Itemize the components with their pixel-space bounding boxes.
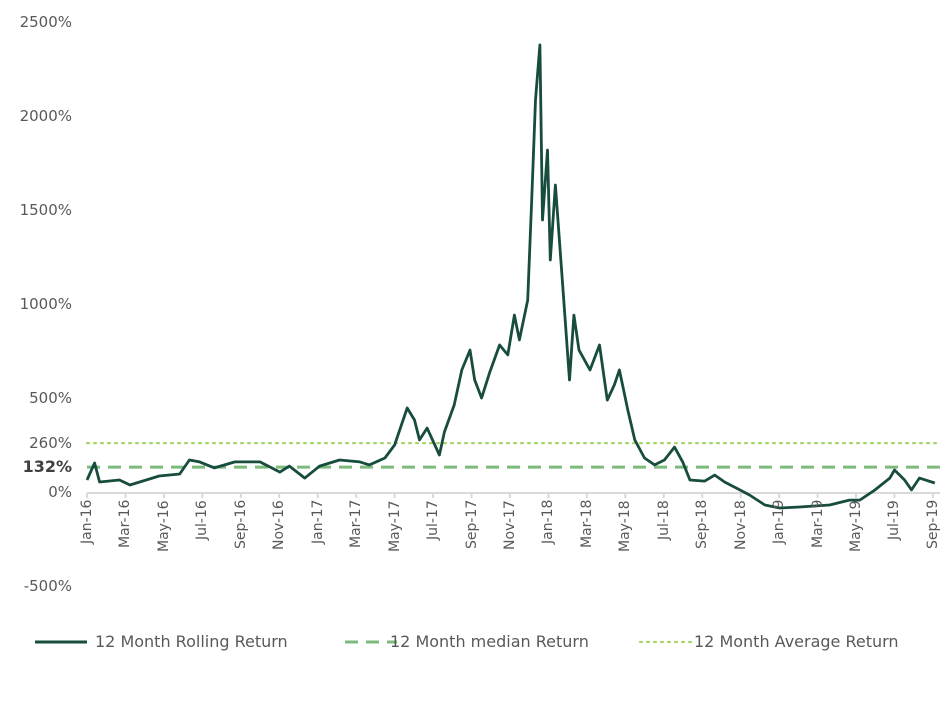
x-tick-label: Jan-17: [310, 500, 326, 545]
x-tick-label: May-16: [156, 500, 172, 552]
x-axis: [86, 492, 940, 498]
x-tick-label: Nov-17: [502, 500, 518, 550]
x-tick-label: Jan-16: [79, 500, 95, 545]
y-tick-label: 0%: [48, 483, 72, 501]
x-tick-label: Mar-18: [579, 500, 595, 549]
x-tick-label: Jul-19: [886, 500, 902, 540]
y-tick-label: 1500%: [19, 201, 72, 219]
x-tick-label: Sep-18: [694, 500, 710, 550]
y-tick-label: -500%: [23, 577, 72, 595]
y-tick-label: 2500%: [19, 13, 72, 31]
x-tick-label: May-18: [617, 500, 633, 552]
x-tick-label: Mar-19: [810, 500, 826, 549]
y-tick-label: 1000%: [19, 295, 72, 313]
x-tick-label: Nov-16: [271, 500, 287, 550]
rolling-return-line: [85, 43, 936, 510]
x-tick-label: Nov-18: [733, 500, 749, 550]
x-tick-label: Jul-16: [194, 500, 210, 540]
y-tick-label: 500%: [29, 389, 72, 407]
x-tick-label: May-17: [387, 500, 403, 552]
y-tick-label: 2000%: [19, 107, 72, 125]
x-tick-label: Sep-17: [464, 500, 480, 550]
reference-lines: [85, 442, 940, 469]
x-tick-label: Sep-16: [233, 500, 249, 550]
x-tick-label: Jul-18: [656, 500, 672, 540]
x-tick-label: Jan-18: [540, 500, 556, 545]
x-tick-label: Sep-19: [925, 500, 940, 550]
x-tick-label: Jul-17: [425, 500, 441, 540]
legend-label: 12 Month Average Return: [694, 632, 899, 651]
y-tick-label: 260%: [29, 434, 72, 452]
legend-label: 12 Month Rolling Return: [95, 632, 288, 651]
x-tick-label: Mar-16: [117, 500, 133, 549]
x-tick-label: May-19: [848, 500, 864, 552]
x-tick-label: Jan-19: [771, 500, 787, 545]
series-lines: [85, 43, 936, 510]
legend-label: 12 Month median Return: [390, 632, 589, 651]
y-tick-label: 132%: [22, 457, 72, 476]
x-tick-label: Mar-17: [348, 500, 364, 549]
